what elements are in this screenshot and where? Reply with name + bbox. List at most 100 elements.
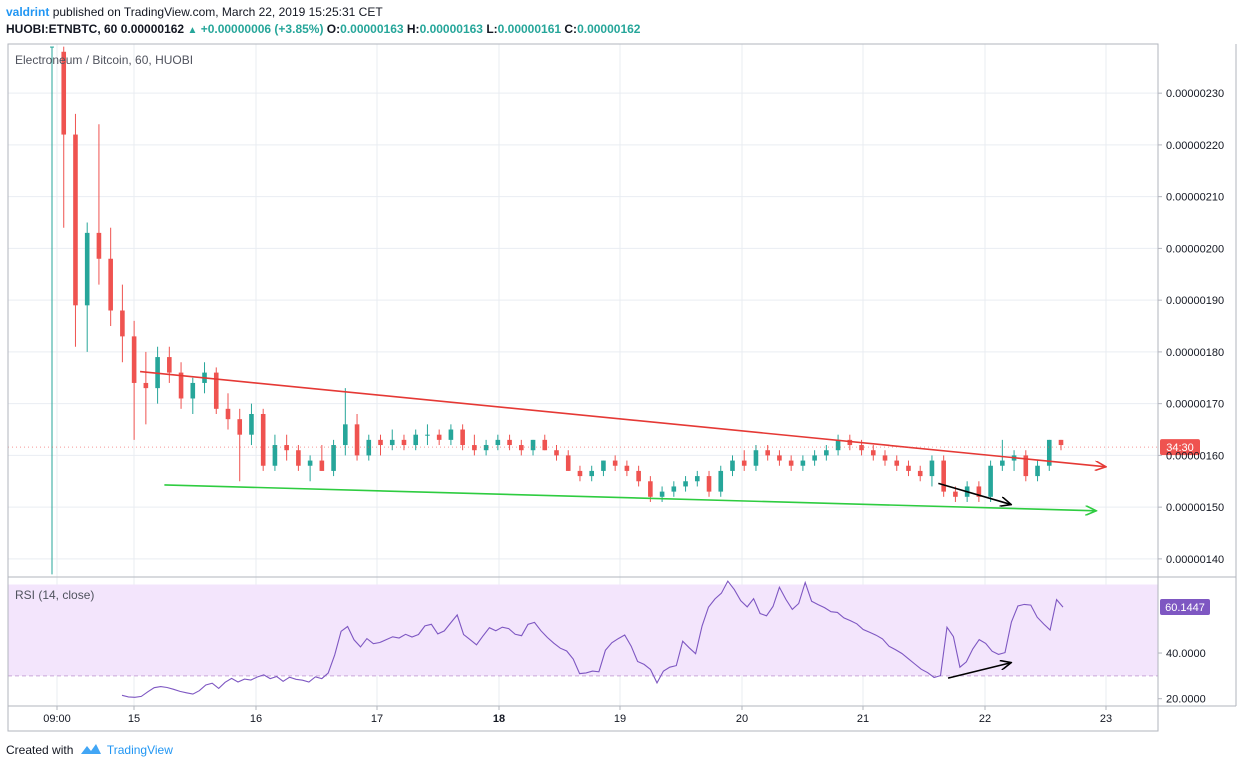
candle-body bbox=[753, 450, 759, 466]
rsi-tick-label: 40.0000 bbox=[1166, 648, 1206, 660]
low-value: 0.00000161 bbox=[497, 22, 562, 36]
candles bbox=[50, 46, 1064, 575]
candle-body bbox=[917, 470, 923, 477]
close-value: 0.00000162 bbox=[577, 22, 641, 36]
candle-body bbox=[941, 460, 946, 492]
candle-body bbox=[50, 46, 54, 48]
candle-body bbox=[519, 445, 524, 451]
candle-body bbox=[1023, 455, 1029, 477]
candle-body bbox=[636, 470, 641, 482]
symbol-name: HUOBI:ETNBTC, 60 bbox=[6, 22, 118, 36]
time-tick-label: 22 bbox=[979, 713, 991, 725]
symbol-info: HUOBI:ETNBTC, 60 0.00000162 ▲ +0.0000000… bbox=[6, 22, 640, 36]
time-tick-label: 21 bbox=[857, 713, 869, 725]
close-label: C: bbox=[564, 22, 578, 36]
time-tick-label: 18 bbox=[493, 713, 505, 725]
candle-body bbox=[718, 470, 724, 492]
candle-body bbox=[659, 491, 665, 497]
time-tick-label: 16 bbox=[250, 713, 262, 725]
candle-body bbox=[730, 460, 735, 471]
candle-body bbox=[401, 439, 407, 446]
candle-body bbox=[612, 460, 618, 466]
price-tick-label: 0.00000150 bbox=[1166, 502, 1224, 514]
candle-body bbox=[542, 439, 548, 451]
countdown-label: 34:30 bbox=[1166, 442, 1194, 454]
open-label: O: bbox=[326, 22, 341, 36]
high-value: 0.00000163 bbox=[419, 22, 483, 36]
candle-body bbox=[436, 434, 442, 440]
candle-body bbox=[213, 372, 219, 409]
candle-body bbox=[988, 465, 993, 497]
price-tick-label: 0.00000140 bbox=[1166, 554, 1224, 566]
price-tick-label: 0.00000230 bbox=[1166, 88, 1224, 100]
published-text: published on TradingView.com, March 22, … bbox=[52, 5, 383, 19]
rsi-panel: 60.1447 bbox=[8, 580, 1210, 698]
footer: Created with TradingView bbox=[6, 742, 173, 757]
candle-body bbox=[812, 455, 817, 461]
candle-body bbox=[61, 51, 67, 135]
high-label: H: bbox=[406, 22, 420, 36]
candle-body bbox=[108, 258, 113, 311]
price-tick-label: 0.00000220 bbox=[1166, 140, 1224, 152]
triangle-up-icon: ▲ bbox=[187, 25, 198, 36]
candle-body bbox=[671, 486, 677, 492]
candle-body bbox=[777, 455, 782, 461]
rsi-value-label: 60.1447 bbox=[1165, 602, 1205, 614]
candle-body bbox=[976, 486, 982, 497]
candle-body bbox=[178, 372, 184, 399]
low-label: L: bbox=[486, 22, 498, 36]
time-tick-label: 23 bbox=[1100, 713, 1112, 725]
candle-body bbox=[835, 439, 841, 451]
time-tick-label: 09:00 bbox=[43, 713, 71, 725]
candle-body bbox=[319, 460, 325, 471]
candle-body bbox=[84, 232, 90, 306]
candle-body bbox=[800, 460, 806, 466]
candle-body bbox=[601, 460, 606, 471]
candle-body bbox=[788, 460, 794, 466]
price-tick-label: 0.00000170 bbox=[1166, 399, 1224, 411]
rsi-tick-label: 20.0000 bbox=[1166, 694, 1206, 706]
support-trendline bbox=[164, 484, 1096, 511]
candle-body bbox=[589, 470, 594, 477]
rsi-band bbox=[8, 584, 1158, 676]
candle-body bbox=[96, 232, 102, 259]
candle-body bbox=[706, 476, 712, 492]
last-price: 0.00000162 bbox=[120, 22, 185, 36]
candle-body bbox=[378, 439, 383, 446]
candle-body bbox=[331, 445, 336, 471]
rsi-line bbox=[121, 580, 1064, 698]
open-value: 0.00000163 bbox=[340, 22, 404, 36]
candle-body bbox=[683, 481, 688, 487]
rsi-arrow bbox=[947, 663, 1011, 679]
candle-body bbox=[507, 439, 512, 446]
candle-body bbox=[190, 382, 196, 399]
candle-body bbox=[953, 491, 958, 497]
candle-body bbox=[483, 445, 489, 451]
candle-body bbox=[413, 434, 419, 446]
candle-body bbox=[859, 445, 864, 451]
candle-body bbox=[1046, 439, 1052, 466]
candle-body bbox=[765, 450, 770, 456]
price-tick-label: 0.00000190 bbox=[1166, 295, 1224, 307]
candle-body bbox=[894, 460, 900, 466]
candle-body bbox=[237, 419, 243, 435]
candle-body bbox=[307, 460, 313, 466]
candle-body bbox=[847, 439, 853, 446]
candle-body bbox=[389, 439, 395, 446]
chart-title: Electroneum / Bitcoin, 60, HUOBI bbox=[15, 53, 193, 67]
chart-frame bbox=[7, 43, 1159, 732]
candle-body bbox=[554, 450, 559, 456]
candle-body bbox=[870, 450, 876, 456]
candle-body bbox=[882, 455, 888, 461]
axes: 09:00 15 16 17 18 19 20 21 22 23 0.00000140 0.00000… bbox=[7, 43, 1237, 732]
price-tick-label: 0.00000180 bbox=[1166, 347, 1224, 359]
candle-body bbox=[906, 465, 911, 471]
author-name[interactable]: valdrint bbox=[6, 5, 50, 19]
candle-body bbox=[577, 470, 583, 477]
candle-body bbox=[284, 445, 289, 451]
tradingview-link[interactable]: TradingView bbox=[106, 743, 173, 757]
candle-body bbox=[530, 439, 536, 451]
candle-body bbox=[472, 445, 477, 451]
rsi-value-tag bbox=[1160, 599, 1210, 616]
